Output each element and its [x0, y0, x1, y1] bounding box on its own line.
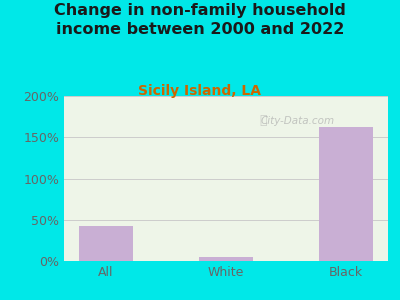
Text: Sicily Island, LA: Sicily Island, LA — [138, 84, 262, 98]
Text: Change in non-family household
income between 2000 and 2022: Change in non-family household income be… — [54, 3, 346, 37]
Bar — [319, 127, 373, 261]
Bar — [79, 226, 133, 261]
Text: City-Data.com: City-Data.com — [260, 116, 334, 126]
Text: Ⓠ: Ⓠ — [260, 114, 267, 127]
Bar — [199, 257, 253, 261]
